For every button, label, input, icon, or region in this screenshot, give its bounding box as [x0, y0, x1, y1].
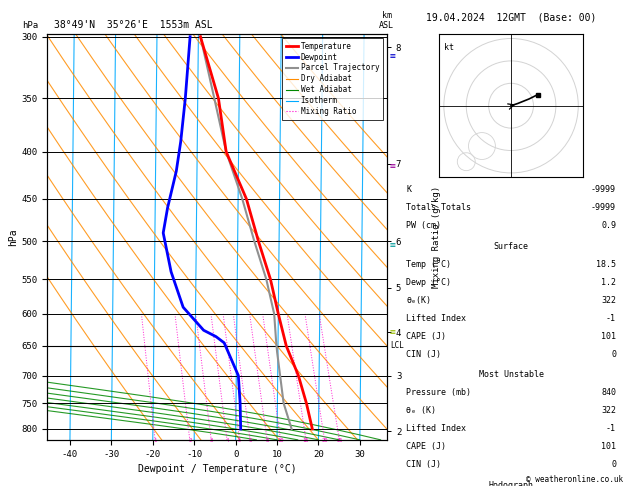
Text: θₑ(K): θₑ(K) — [406, 295, 431, 305]
Text: 840: 840 — [601, 388, 616, 398]
Text: Dewp (°C): Dewp (°C) — [406, 278, 451, 287]
Text: -9999: -9999 — [591, 185, 616, 194]
Text: Surface: Surface — [494, 242, 528, 251]
Text: LCL: LCL — [390, 342, 404, 350]
Text: 0.9: 0.9 — [601, 221, 616, 230]
Text: © weatheronline.co.uk: © weatheronline.co.uk — [526, 474, 623, 484]
Text: CAPE (J): CAPE (J) — [406, 331, 446, 341]
Text: 19.04.2024  12GMT  (Base: 00): 19.04.2024 12GMT (Base: 00) — [426, 12, 596, 22]
Text: km
ASL: km ASL — [379, 11, 394, 30]
Text: Temp (°C): Temp (°C) — [406, 260, 451, 269]
Text: kt: kt — [444, 43, 454, 52]
Text: θₑ (K): θₑ (K) — [406, 406, 436, 416]
Text: -1: -1 — [606, 313, 616, 323]
Text: Lifted Index: Lifted Index — [406, 424, 466, 434]
Text: 15: 15 — [303, 438, 309, 443]
Text: 322: 322 — [601, 406, 616, 416]
Text: 0: 0 — [611, 349, 616, 359]
Text: 0: 0 — [611, 460, 616, 469]
Text: 322: 322 — [601, 295, 616, 305]
Text: 101: 101 — [601, 442, 616, 451]
Text: ≡: ≡ — [390, 51, 396, 61]
Text: PW (cm): PW (cm) — [406, 221, 441, 230]
Text: ≡: ≡ — [390, 161, 396, 172]
Text: Most Unstable: Most Unstable — [479, 370, 543, 380]
Text: CIN (J): CIN (J) — [406, 460, 441, 469]
Text: 8: 8 — [265, 438, 269, 443]
Text: 6: 6 — [248, 438, 252, 443]
Text: 3: 3 — [209, 438, 213, 443]
Text: Pressure (mb): Pressure (mb) — [406, 388, 471, 398]
Y-axis label: Mixing Ratio (g/kg): Mixing Ratio (g/kg) — [431, 186, 441, 288]
Text: CIN (J): CIN (J) — [406, 349, 441, 359]
Text: 1: 1 — [153, 438, 157, 443]
Text: 18.5: 18.5 — [596, 260, 616, 269]
Text: CAPE (J): CAPE (J) — [406, 442, 446, 451]
Text: 25: 25 — [336, 438, 343, 443]
Text: 10: 10 — [277, 438, 284, 443]
X-axis label: Dewpoint / Temperature (°C): Dewpoint / Temperature (°C) — [138, 464, 296, 474]
Text: -1: -1 — [606, 424, 616, 434]
Text: 101: 101 — [601, 331, 616, 341]
Text: K: K — [406, 185, 411, 194]
Y-axis label: hPa: hPa — [9, 228, 18, 246]
Text: Hodograph: Hodograph — [489, 481, 533, 486]
Text: Totals Totals: Totals Totals — [406, 203, 471, 212]
Text: 4: 4 — [225, 438, 229, 443]
Text: Lifted Index: Lifted Index — [406, 313, 466, 323]
Text: -9999: -9999 — [591, 203, 616, 212]
Legend: Temperature, Dewpoint, Parcel Trajectory, Dry Adiabat, Wet Adiabat, Isotherm, Mi: Temperature, Dewpoint, Parcel Trajectory… — [282, 38, 383, 120]
Text: hPa: hPa — [21, 21, 38, 30]
Text: ≡: ≡ — [390, 327, 396, 337]
Text: 5: 5 — [238, 438, 242, 443]
Text: 20: 20 — [321, 438, 328, 443]
Text: ≡: ≡ — [390, 240, 396, 250]
Text: 1.2: 1.2 — [601, 278, 616, 287]
Text: 2: 2 — [188, 438, 191, 443]
Text: 38°49'N  35°26'E  1553m ASL: 38°49'N 35°26'E 1553m ASL — [54, 20, 213, 30]
